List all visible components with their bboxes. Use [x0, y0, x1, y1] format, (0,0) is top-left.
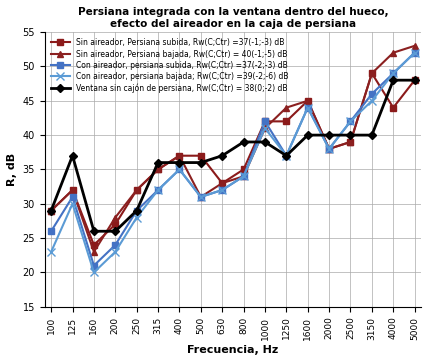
- Con aireador, persiana subida, Rw(C;Ctr) =37(-2;-3) dB: [241, 174, 246, 178]
- Con aireador, persiana bajada; Rw(C;Ctr) =39(-2;-6) dB: [391, 71, 396, 75]
- Ventana sin cajón de persiana, Rw(C;Ctr) = 38(0;-2) dB: [241, 140, 246, 144]
- Con aireador, persiana bajada; Rw(C;Ctr) =39(-2;-6) dB: [369, 98, 374, 103]
- Con aireador, persiana subida, Rw(C;Ctr) =37(-2;-3) dB: [305, 105, 310, 110]
- Sin aireador, Persiana subida, Rw(C;Ctr) =37(-1;-3) dB: [241, 167, 246, 172]
- Con aireador, persiana bajada; Rw(C;Ctr) =39(-2;-6) dB: [412, 51, 417, 55]
- Ventana sin cajón de persiana, Rw(C;Ctr) = 38(0;-2) dB: [391, 78, 396, 82]
- Con aireador, persiana bajada; Rw(C;Ctr) =39(-2;-6) dB: [305, 105, 310, 110]
- Con aireador, persiana bajada; Rw(C;Ctr) =39(-2;-6) dB: [284, 153, 289, 158]
- Sin aireador, Persiana bajada, Rw(C;Ctr) = 40(-1;-5) dB: [155, 167, 160, 172]
- Ventana sin cajón de persiana, Rw(C;Ctr) = 38(0;-2) dB: [155, 160, 160, 165]
- Ventana sin cajón de persiana, Rw(C;Ctr) = 38(0;-2) dB: [327, 133, 332, 137]
- Sin aireador, Persiana subida, Rw(C;Ctr) =37(-1;-3) dB: [134, 188, 139, 192]
- Sin aireador, Persiana bajada, Rw(C;Ctr) = 40(-1;-5) dB: [134, 188, 139, 192]
- Sin aireador, Persiana subida, Rw(C;Ctr) =37(-1;-3) dB: [155, 167, 160, 172]
- Con aireador, persiana bajada; Rw(C;Ctr) =39(-2;-6) dB: [348, 119, 353, 123]
- Sin aireador, Persiana subida, Rw(C;Ctr) =37(-1;-3) dB: [262, 119, 268, 123]
- Con aireador, persiana bajada; Rw(C;Ctr) =39(-2;-6) dB: [91, 270, 96, 275]
- Con aireador, persiana subida, Rw(C;Ctr) =37(-2;-3) dB: [220, 188, 225, 192]
- Con aireador, persiana subida, Rw(C;Ctr) =37(-2;-3) dB: [155, 188, 160, 192]
- X-axis label: Frecuencia, Hz: Frecuencia, Hz: [187, 345, 279, 355]
- Con aireador, persiana subida, Rw(C;Ctr) =37(-2;-3) dB: [48, 229, 54, 233]
- Ventana sin cajón de persiana, Rw(C;Ctr) = 38(0;-2) dB: [113, 229, 118, 233]
- Sin aireador, Persiana bajada, Rw(C;Ctr) = 40(-1;-5) dB: [198, 195, 203, 199]
- Ventana sin cajón de persiana, Rw(C;Ctr) = 38(0;-2) dB: [348, 133, 353, 137]
- Con aireador, persiana subida, Rw(C;Ctr) =37(-2;-3) dB: [113, 243, 118, 247]
- Con aireador, persiana bajada; Rw(C;Ctr) =39(-2;-6) dB: [198, 195, 203, 199]
- Line: Ventana sin cajón de persiana, Rw(C;Ctr) = 38(0;-2) dB: Ventana sin cajón de persiana, Rw(C;Ctr)…: [48, 77, 417, 234]
- Sin aireador, Persiana bajada, Rw(C;Ctr) = 40(-1;-5) dB: [412, 44, 417, 48]
- Sin aireador, Persiana bajada, Rw(C;Ctr) = 40(-1;-5) dB: [70, 188, 75, 192]
- Ventana sin cajón de persiana, Rw(C;Ctr) = 38(0;-2) dB: [412, 78, 417, 82]
- Con aireador, persiana bajada; Rw(C;Ctr) =39(-2;-6) dB: [241, 174, 246, 178]
- Sin aireador, Persiana bajada, Rw(C;Ctr) = 40(-1;-5) dB: [113, 215, 118, 220]
- Sin aireador, Persiana bajada, Rw(C;Ctr) = 40(-1;-5) dB: [91, 250, 96, 254]
- Con aireador, persiana subida, Rw(C;Ctr) =37(-2;-3) dB: [198, 195, 203, 199]
- Con aireador, persiana subida, Rw(C;Ctr) =37(-2;-3) dB: [391, 71, 396, 75]
- Con aireador, persiana subida, Rw(C;Ctr) =37(-2;-3) dB: [70, 195, 75, 199]
- Con aireador, persiana bajada; Rw(C;Ctr) =39(-2;-6) dB: [327, 147, 332, 151]
- Con aireador, persiana subida, Rw(C;Ctr) =37(-2;-3) dB: [134, 209, 139, 213]
- Line: Sin aireador, Persiana subida, Rw(C;Ctr) =37(-1;-3) dB: Sin aireador, Persiana subida, Rw(C;Ctr)…: [48, 70, 418, 248]
- Sin aireador, Persiana bajada, Rw(C;Ctr) = 40(-1;-5) dB: [348, 140, 353, 144]
- Sin aireador, Persiana subida, Rw(C;Ctr) =37(-1;-3) dB: [391, 105, 396, 110]
- Sin aireador, Persiana bajada, Rw(C;Ctr) = 40(-1;-5) dB: [391, 51, 396, 55]
- Con aireador, persiana subida, Rw(C;Ctr) =37(-2;-3) dB: [284, 153, 289, 158]
- Sin aireador, Persiana bajada, Rw(C;Ctr) = 40(-1;-5) dB: [48, 209, 54, 213]
- Con aireador, persiana subida, Rw(C;Ctr) =37(-2;-3) dB: [262, 119, 268, 123]
- Sin aireador, Persiana subida, Rw(C;Ctr) =37(-1;-3) dB: [348, 140, 353, 144]
- Ventana sin cajón de persiana, Rw(C;Ctr) = 38(0;-2) dB: [91, 229, 96, 233]
- Sin aireador, Persiana bajada, Rw(C;Ctr) = 40(-1;-5) dB: [241, 174, 246, 178]
- Ventana sin cajón de persiana, Rw(C;Ctr) = 38(0;-2) dB: [134, 209, 139, 213]
- Sin aireador, Persiana subida, Rw(C;Ctr) =37(-1;-3) dB: [220, 181, 225, 185]
- Sin aireador, Persiana subida, Rw(C;Ctr) =37(-1;-3) dB: [284, 119, 289, 123]
- Sin aireador, Persiana subida, Rw(C;Ctr) =37(-1;-3) dB: [113, 222, 118, 227]
- Sin aireador, Persiana subida, Rw(C;Ctr) =37(-1;-3) dB: [198, 153, 203, 158]
- Line: Con aireador, persiana bajada; Rw(C;Ctr) =39(-2;-6) dB: Con aireador, persiana bajada; Rw(C;Ctr)…: [47, 49, 419, 277]
- Ventana sin cajón de persiana, Rw(C;Ctr) = 38(0;-2) dB: [70, 153, 75, 158]
- Sin aireador, Persiana bajada, Rw(C;Ctr) = 40(-1;-5) dB: [220, 181, 225, 185]
- Sin aireador, Persiana bajada, Rw(C;Ctr) = 40(-1;-5) dB: [262, 126, 268, 130]
- Con aireador, persiana subida, Rw(C;Ctr) =37(-2;-3) dB: [348, 119, 353, 123]
- Con aireador, persiana bajada; Rw(C;Ctr) =39(-2;-6) dB: [262, 126, 268, 130]
- Ventana sin cajón de persiana, Rw(C;Ctr) = 38(0;-2) dB: [305, 133, 310, 137]
- Con aireador, persiana subida, Rw(C;Ctr) =37(-2;-3) dB: [91, 264, 96, 268]
- Ventana sin cajón de persiana, Rw(C;Ctr) = 38(0;-2) dB: [284, 153, 289, 158]
- Con aireador, persiana bajada; Rw(C;Ctr) =39(-2;-6) dB: [177, 167, 182, 172]
- Line: Sin aireador, Persiana bajada, Rw(C;Ctr) = 40(-1;-5) dB: Sin aireador, Persiana bajada, Rw(C;Ctr)…: [48, 42, 418, 255]
- Y-axis label: R, dB: R, dB: [7, 153, 17, 186]
- Sin aireador, Persiana bajada, Rw(C;Ctr) = 40(-1;-5) dB: [369, 71, 374, 75]
- Ventana sin cajón de persiana, Rw(C;Ctr) = 38(0;-2) dB: [369, 133, 374, 137]
- Sin aireador, Persiana bajada, Rw(C;Ctr) = 40(-1;-5) dB: [327, 147, 332, 151]
- Sin aireador, Persiana bajada, Rw(C;Ctr) = 40(-1;-5) dB: [177, 153, 182, 158]
- Title: Persiana integrada con la ventana dentro del hueco,
efecto del aireador en la ca: Persiana integrada con la ventana dentro…: [77, 7, 388, 29]
- Con aireador, persiana subida, Rw(C;Ctr) =37(-2;-3) dB: [369, 92, 374, 96]
- Sin aireador, Persiana subida, Rw(C;Ctr) =37(-1;-3) dB: [369, 71, 374, 75]
- Con aireador, persiana bajada; Rw(C;Ctr) =39(-2;-6) dB: [70, 202, 75, 206]
- Line: Con aireador, persiana subida, Rw(C;Ctr) =37(-2;-3) dB: Con aireador, persiana subida, Rw(C;Ctr)…: [48, 49, 418, 269]
- Sin aireador, Persiana subida, Rw(C;Ctr) =37(-1;-3) dB: [70, 188, 75, 192]
- Sin aireador, Persiana subida, Rw(C;Ctr) =37(-1;-3) dB: [412, 78, 417, 82]
- Ventana sin cajón de persiana, Rw(C;Ctr) = 38(0;-2) dB: [198, 160, 203, 165]
- Sin aireador, Persiana subida, Rw(C;Ctr) =37(-1;-3) dB: [327, 147, 332, 151]
- Con aireador, persiana subida, Rw(C;Ctr) =37(-2;-3) dB: [327, 147, 332, 151]
- Con aireador, persiana bajada; Rw(C;Ctr) =39(-2;-6) dB: [48, 250, 54, 254]
- Con aireador, persiana bajada; Rw(C;Ctr) =39(-2;-6) dB: [220, 188, 225, 192]
- Ventana sin cajón de persiana, Rw(C;Ctr) = 38(0;-2) dB: [220, 153, 225, 158]
- Con aireador, persiana bajada; Rw(C;Ctr) =39(-2;-6) dB: [155, 188, 160, 192]
- Con aireador, persiana bajada; Rw(C;Ctr) =39(-2;-6) dB: [113, 250, 118, 254]
- Ventana sin cajón de persiana, Rw(C;Ctr) = 38(0;-2) dB: [48, 209, 54, 213]
- Ventana sin cajón de persiana, Rw(C;Ctr) = 38(0;-2) dB: [177, 160, 182, 165]
- Con aireador, persiana subida, Rw(C;Ctr) =37(-2;-3) dB: [412, 51, 417, 55]
- Sin aireador, Persiana subida, Rw(C;Ctr) =37(-1;-3) dB: [91, 243, 96, 247]
- Ventana sin cajón de persiana, Rw(C;Ctr) = 38(0;-2) dB: [262, 140, 268, 144]
- Legend: Sin aireador, Persiana subida, Rw(C;Ctr) =37(-1;-3) dB, Sin aireador, Persiana b: Sin aireador, Persiana subida, Rw(C;Ctr)…: [48, 36, 291, 95]
- Sin aireador, Persiana bajada, Rw(C;Ctr) = 40(-1;-5) dB: [305, 98, 310, 103]
- Con aireador, persiana bajada; Rw(C;Ctr) =39(-2;-6) dB: [134, 215, 139, 220]
- Sin aireador, Persiana bajada, Rw(C;Ctr) = 40(-1;-5) dB: [284, 105, 289, 110]
- Con aireador, persiana subida, Rw(C;Ctr) =37(-2;-3) dB: [177, 167, 182, 172]
- Sin aireador, Persiana subida, Rw(C;Ctr) =37(-1;-3) dB: [177, 153, 182, 158]
- Sin aireador, Persiana subida, Rw(C;Ctr) =37(-1;-3) dB: [48, 209, 54, 213]
- Sin aireador, Persiana subida, Rw(C;Ctr) =37(-1;-3) dB: [305, 98, 310, 103]
